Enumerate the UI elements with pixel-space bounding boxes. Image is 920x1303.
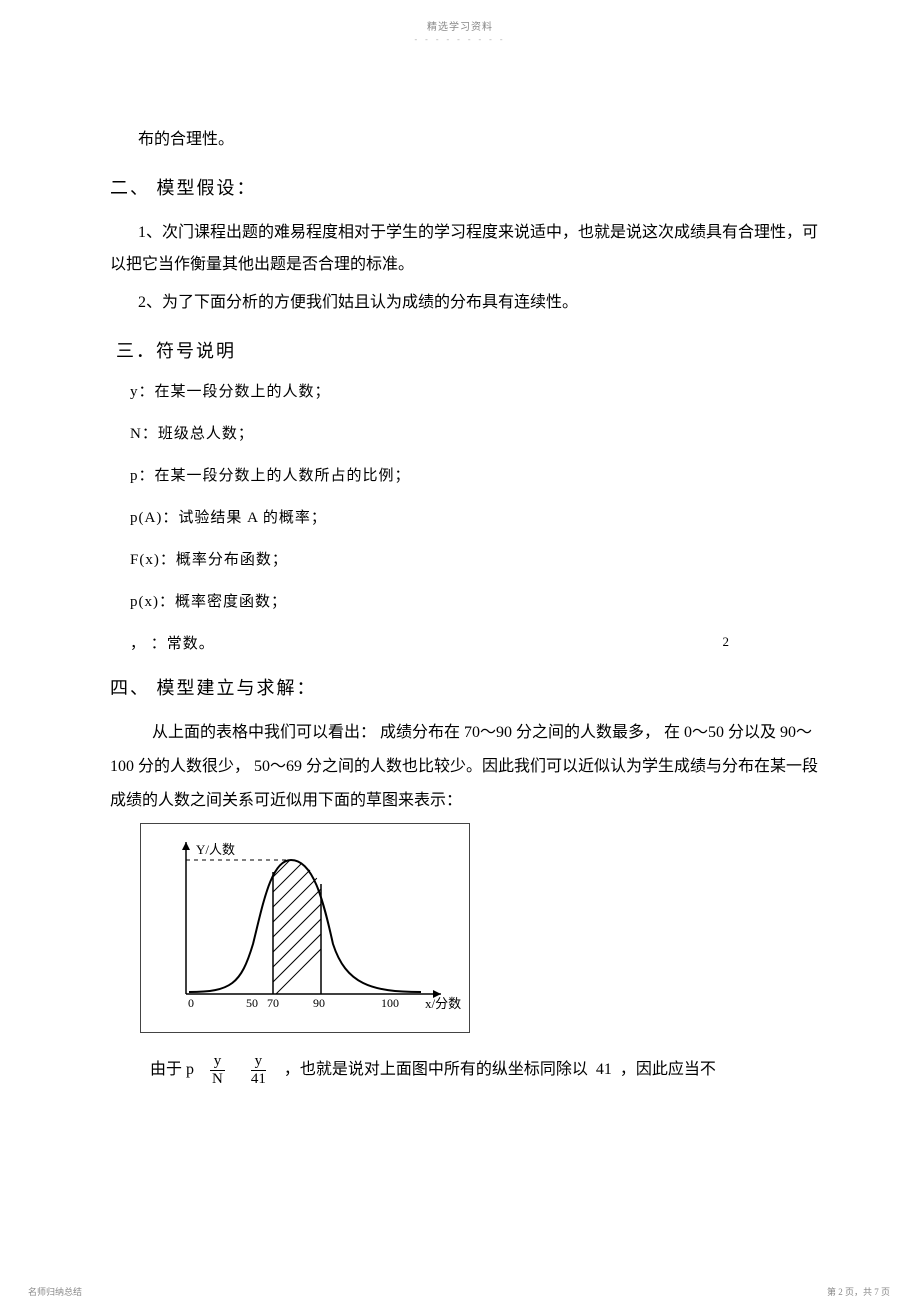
symbol-p: p：在某一段分数上的人数所占的比例；: [130, 464, 830, 488]
formula-pre: 由于 p: [150, 1057, 194, 1083]
frac1-den: N: [208, 1071, 227, 1088]
section-2-p1: 1、次门课程出题的难易程度相对于学生的学习程度来说适中，也就是说这次成绩具有合理…: [110, 217, 830, 281]
margin-page-num: 2: [723, 632, 731, 653]
line-continuation: 布的合理性。: [138, 124, 830, 156]
symbol-Fx: F(x)：概率分布函数；: [130, 548, 830, 572]
footer-left: 名师归纳总结: [28, 1285, 82, 1298]
symbol-pA: p(A)：试验结果 A 的概率；: [130, 506, 830, 530]
formula-line: 由于 p y N y 41 ，也就是说对上面图中所有的纵坐标同除以 41 ，因此…: [150, 1053, 830, 1087]
chart-svg: Y/人数 x/分数: [141, 824, 471, 1034]
formula-mid: ，也就是说对上面图中所有的纵坐标同除以: [284, 1057, 588, 1083]
distribution-chart: Y/人数 x/分数: [140, 823, 470, 1033]
x-axis-label: x/分数: [425, 996, 461, 1011]
frac1-num: y: [210, 1053, 226, 1071]
header-dots: - - - - - - - - -: [0, 35, 920, 44]
symbol-const-text: ， ：常数。: [130, 636, 215, 652]
symbol-px: p(x)：概率密度函数；: [130, 590, 830, 614]
section-4-title: 四、 模型建立与求解：: [110, 674, 830, 703]
frac2-num: y: [251, 1053, 267, 1071]
symbol-y: y：在某一段分数上的人数；: [130, 380, 830, 404]
bell-curve: [189, 860, 421, 992]
formula-post: ，因此应当不: [620, 1057, 716, 1083]
tick-90: 90: [313, 996, 325, 1010]
fraction-y41: y 41: [247, 1053, 270, 1087]
section-2-p2: 2、为了下面分析的方便我们姑且认为成绩的分布具有连续性。: [110, 287, 830, 319]
tick-0: 0: [188, 996, 194, 1010]
section-2-title: 二、 模型假设：: [110, 174, 830, 203]
formula-val: 41: [596, 1057, 612, 1083]
y-axis-arrow: [182, 842, 190, 850]
fraction-yN: y N: [208, 1053, 227, 1087]
tick-70: 70: [267, 996, 279, 1010]
page-content: 布的合理性。 二、 模型假设： 1、次门课程出题的难易程度相对于学生的学习程度来…: [0, 44, 920, 1087]
frac2-den: 41: [247, 1071, 270, 1088]
footer-right: 第 2 页，共 7 页: [827, 1285, 890, 1298]
header-title: 精选学习资料: [0, 0, 920, 33]
y-axis-label: Y/人数: [196, 842, 235, 857]
section-3-title: 三．符号说明: [116, 337, 830, 366]
symbol-const: ， ：常数。 2: [130, 632, 830, 656]
symbol-N: N：班级总人数；: [130, 422, 830, 446]
tick-50: 50: [246, 996, 258, 1010]
section-4-p1: 从上面的表格中我们可以看出： 成绩分布在 70～90 分之间的人数最多， 在 0…: [110, 716, 830, 817]
tick-100: 100: [381, 996, 399, 1010]
